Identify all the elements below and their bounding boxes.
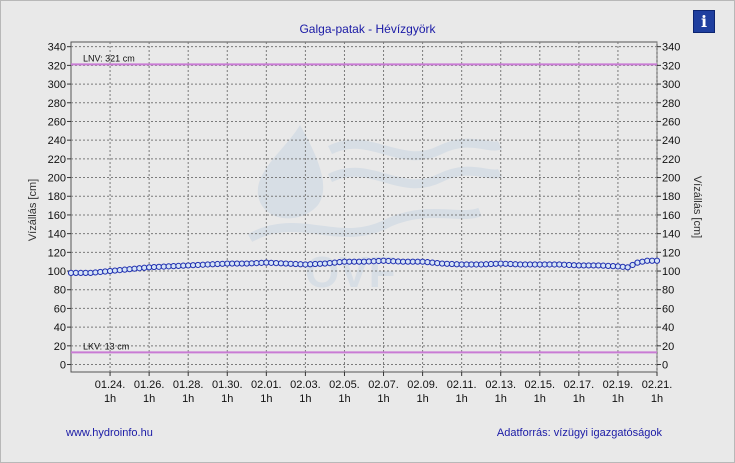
y-tick-label-right: 120 (662, 247, 680, 259)
wave-shape (327, 138, 503, 161)
y-tick-label-right: 40 (662, 322, 674, 334)
grid-lines (71, 42, 658, 372)
reference-line-label: LNV: 321 cm (83, 53, 135, 63)
x-tick-label-date: 02.15. (525, 379, 556, 391)
y-tick-label-left: 160 (48, 210, 66, 222)
series-point (653, 257, 661, 264)
y-axis-left: 0 20 40 60 80 100 120 140 160 180 200 220 240 260 280 3… (48, 42, 71, 372)
x-tick-label-date: 02.17. (564, 379, 595, 391)
y-tick-label-right: 60 (662, 303, 674, 315)
series-point (624, 264, 631, 271)
y-tick-label-right: 0 (662, 360, 668, 372)
y-tick-label-left: 220 (48, 154, 66, 166)
x-tick-label-date: 01.28. (173, 379, 204, 391)
y-tick-label-left: 340 (48, 42, 66, 54)
y-tick-label-right: 240 (662, 135, 680, 147)
x-tick-label-hour: 1h (416, 393, 428, 405)
y-tick-label-right: 140 (662, 229, 680, 241)
x-tick-label-hour: 1h (377, 393, 389, 405)
y-tick-label-left: 100 (48, 266, 66, 278)
x-axis: 01.24. 1h 01.26. 1h 01.28. 1h 01.30. 1h 02.01. 1h… (95, 372, 673, 405)
y-tick-label-right: 340 (662, 42, 680, 54)
x-tick-label-date: 02.11. (447, 379, 477, 391)
y-tick-label-left: 0 (60, 360, 66, 372)
y-tick-label-left: 300 (48, 79, 66, 91)
x-tick-label-date: 01.24. (95, 379, 126, 391)
x-tick-label-hour: 1h (299, 393, 311, 405)
x-tick-label-date: 02.09. (407, 379, 438, 391)
series-water-level (67, 257, 661, 277)
y-axis-label-right: Vízállás [cm] (691, 176, 703, 238)
y-tick-label-right: 300 (662, 79, 680, 91)
x-tick-label-hour: 1h (260, 393, 272, 405)
series-point (634, 259, 641, 266)
x-tick-label-hour: 1h (573, 393, 585, 405)
x-tick-label-date: 02.05. (329, 379, 360, 391)
water-drop-shape (257, 125, 324, 219)
y-axis-label-left: Vízállás [cm] (27, 179, 39, 241)
x-tick-label-hour: 1h (221, 393, 233, 405)
x-tick-label-hour: 1h (456, 393, 468, 405)
data-source-text: Adatforrás: vízügyi igazgatóságok (496, 427, 662, 439)
x-tick-label-hour: 1h (612, 393, 624, 405)
y-tick-label-left: 60 (54, 303, 66, 315)
y-tick-label-right: 220 (662, 154, 680, 166)
x-tick-label-hour: 1h (534, 393, 546, 405)
y-tick-label-left: 180 (48, 191, 66, 203)
x-tick-label-date: 01.30. (212, 379, 243, 391)
x-tick-label-date: 02.01. (251, 379, 282, 391)
plot-area (70, 41, 658, 373)
y-tick-label-left: 120 (48, 247, 66, 259)
x-tick-label-hour: 1h (495, 393, 507, 405)
x-tick-label-date: 02.13. (485, 379, 516, 391)
y-tick-label-left: 140 (48, 229, 66, 241)
y-tick-label-right: 100 (662, 266, 680, 278)
y-tick-label-right: 320 (662, 60, 680, 72)
y-tick-label-right: 160 (662, 210, 680, 222)
y-tick-label-right: 20 (662, 341, 674, 353)
x-tick-label-date: 02.19. (603, 379, 634, 391)
x-tick-label-date: 01.26. (134, 379, 165, 391)
watermark-logo: OVF (247, 125, 503, 297)
info-icon[interactable]: i (693, 10, 715, 33)
x-tick-label-date: 02.03. (290, 379, 321, 391)
wave-shape (327, 166, 503, 189)
series-point (629, 261, 636, 269)
y-tick-label-right: 280 (662, 98, 680, 110)
reference-line-label: LKV: 13 cm (83, 341, 129, 351)
x-tick-label-hour: 1h (104, 393, 116, 405)
hydroinfo-link[interactable]: www.hydroinfo.hu (66, 427, 153, 439)
watermark-text: OVF (305, 248, 395, 297)
y-tick-label-left: 320 (48, 60, 66, 72)
x-tick-label-hour: 1h (182, 393, 194, 405)
y-tick-label-right: 260 (662, 116, 680, 128)
series-point (639, 258, 646, 265)
x-tick-label-date: 02.21. (642, 379, 673, 391)
x-tick-label-hour: 1h (143, 393, 155, 405)
y-tick-label-left: 80 (54, 285, 66, 297)
y-tick-label-left: 40 (54, 322, 66, 334)
x-tick-label-hour: 1h (338, 393, 350, 405)
wave-shape (247, 207, 482, 242)
x-tick-label-hour: 1h (651, 393, 663, 405)
chart-title: Galga-patak - Hévízgyörk (299, 22, 436, 36)
y-tick-label-left: 240 (48, 135, 66, 147)
y-tick-label-left: 20 (54, 341, 66, 353)
y-tick-label-right: 80 (662, 285, 674, 297)
y-tick-label-right: 180 (662, 191, 680, 203)
y-tick-label-left: 280 (48, 98, 66, 110)
x-tick-label-date: 02.07. (368, 379, 399, 391)
y-tick-label-right: 200 (662, 173, 680, 185)
y-axis-right: 0 20 40 60 80 100 120 140 160 180 200 220 240 260 280 3… (657, 42, 680, 372)
y-tick-label-left: 200 (48, 173, 66, 185)
reference-lines: LNV: 321 cm LKV: 13 cm (71, 53, 657, 354)
y-tick-label-left: 260 (48, 116, 66, 128)
